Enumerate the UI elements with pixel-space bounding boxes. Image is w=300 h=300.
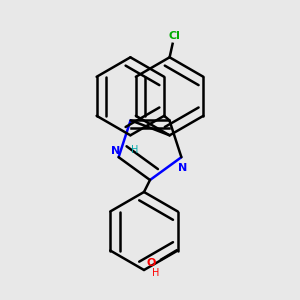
Text: O: O	[146, 257, 155, 268]
Text: N: N	[178, 163, 188, 173]
Text: Cl: Cl	[168, 31, 180, 41]
Text: H: H	[152, 268, 159, 278]
Text: H: H	[131, 145, 139, 155]
Text: N: N	[111, 146, 120, 156]
